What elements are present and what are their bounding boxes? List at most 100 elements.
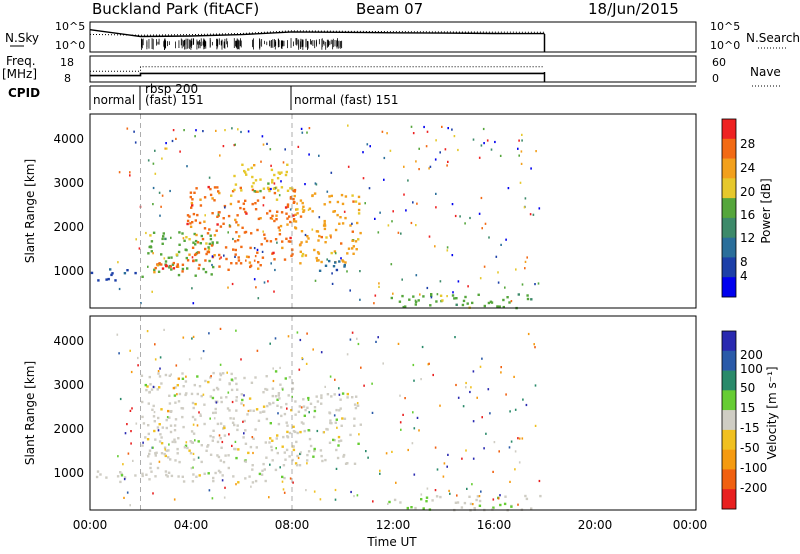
- range-time-cell: [218, 253, 221, 257]
- scatter-cell: [397, 342, 400, 345]
- range-time-cell: [530, 298, 533, 301]
- colorbar-segment: [722, 489, 736, 510]
- range-time-cell: [191, 415, 195, 419]
- range-time-cell: [334, 261, 337, 264]
- range-time-cell: [204, 379, 207, 383]
- range-time-cell: [283, 476, 286, 480]
- scatter-cell: [175, 364, 178, 367]
- scatter-cell: [315, 183, 318, 186]
- velocity-panel: Slant Range [km] 1000 2000 3000 4000 Vel…: [23, 315, 779, 512]
- vel-cbar-tick-m100: -100: [740, 461, 767, 475]
- scatter-cell: [356, 337, 358, 340]
- noise-panel-frame: [89, 21, 697, 53]
- scatter-cell: [208, 332, 210, 335]
- range-time-cell: [404, 305, 407, 308]
- range-time-cell: [188, 449, 191, 452]
- power-ytick-2000: 2000: [53, 220, 84, 234]
- scatter-cell: [137, 356, 139, 360]
- scatter-cell: [289, 477, 292, 480]
- scatter-cell: [419, 293, 421, 296]
- scatter-cell: [375, 340, 377, 343]
- cpid-panel: CPID normal rbsp 200 (fast) 151 normal (…: [8, 82, 696, 110]
- range-time-cell: [212, 265, 215, 269]
- xaxis-label: Time UT: [366, 535, 417, 549]
- range-time-cell: [308, 437, 312, 441]
- range-time-cell: [207, 472, 210, 475]
- range-time-cell: [147, 455, 150, 458]
- range-time-cell: [224, 454, 227, 457]
- scatter-cell: [400, 428, 402, 431]
- scatter-cell: [163, 257, 166, 260]
- range-time-cell: [282, 435, 285, 439]
- range-time-cell: [177, 273, 181, 277]
- nsky-tick-high: 10^5: [55, 20, 85, 33]
- colorbar-segment: [722, 138, 736, 159]
- scatter-cell: [175, 137, 177, 140]
- range-time-cell: [328, 412, 332, 415]
- range-time-cell: [212, 436, 215, 439]
- range-time-cell: [160, 436, 163, 439]
- range-time-cell: [190, 430, 194, 433]
- range-time-cell: [141, 415, 144, 419]
- range-time-cell: [476, 495, 480, 498]
- scatter-cell: [349, 289, 351, 292]
- range-time-cell: [237, 256, 240, 259]
- scatter-cell: [399, 394, 401, 397]
- range-time-cell: [333, 393, 336, 396]
- range-time-cell: [284, 206, 288, 209]
- scatter-cell: [517, 147, 519, 150]
- range-time-cell: [263, 233, 266, 236]
- range-time-cell: [259, 178, 262, 181]
- range-time-cell: [249, 445, 253, 449]
- range-time-cell: [170, 268, 173, 271]
- range-time-cell: [412, 295, 415, 298]
- scatter-cell: [311, 228, 314, 231]
- range-time-cell: [197, 267, 200, 270]
- scatter-cell: [331, 272, 333, 275]
- scatter-cell: [270, 164, 272, 167]
- scatter-cell: [350, 490, 352, 494]
- scatter-cell: [462, 405, 465, 408]
- scatter-cell: [171, 139, 174, 143]
- scatter-cell: [307, 398, 310, 401]
- freq-tick-high: 18: [60, 56, 74, 69]
- scatter-cell: [478, 156, 481, 159]
- range-time-cell: [292, 445, 295, 448]
- range-time-cell: [271, 387, 275, 390]
- range-time-cell: [160, 253, 163, 256]
- scatter-cell: [480, 490, 482, 493]
- range-time-cell: [194, 243, 197, 246]
- range-time-cell: [192, 212, 196, 216]
- scatter-cell: [185, 375, 187, 378]
- scatter-cell: [493, 441, 496, 444]
- scatter-cell: [523, 206, 526, 209]
- scatter-cell: [191, 256, 194, 259]
- range-time-cell: [148, 375, 151, 379]
- range-time-cell: [335, 268, 339, 272]
- range-time-cell: [193, 253, 197, 257]
- scatter-cell: [166, 416, 169, 419]
- range-time-cell: [278, 397, 281, 400]
- range-time-cell: [194, 239, 198, 243]
- colorbar-segment: [722, 277, 736, 298]
- range-time-cell: [506, 296, 509, 299]
- scatter-cell: [517, 503, 519, 506]
- range-time-cell: [281, 240, 284, 243]
- range-time-cell: [209, 376, 212, 379]
- range-time-cell: [290, 254, 293, 258]
- x-axis: 00:00 04:00 08:00 12:00 16:00 20:00 00:0…: [73, 518, 708, 549]
- range-time-cell: [313, 415, 316, 419]
- scatter-cell: [314, 279, 317, 282]
- scatter-cell: [161, 194, 164, 197]
- range-time-cell: [153, 271, 156, 274]
- scatter-cell: [240, 358, 242, 361]
- range-time-cell: [152, 415, 156, 418]
- scatter-cell: [488, 236, 490, 239]
- range-time-cell: [211, 197, 214, 200]
- range-time-cell: [295, 464, 299, 467]
- range-time-cell: [199, 204, 203, 207]
- scatter-cell: [130, 370, 133, 374]
- range-time-cell: [222, 222, 225, 225]
- range-time-cell: [296, 431, 299, 435]
- range-time-cell: [148, 449, 152, 452]
